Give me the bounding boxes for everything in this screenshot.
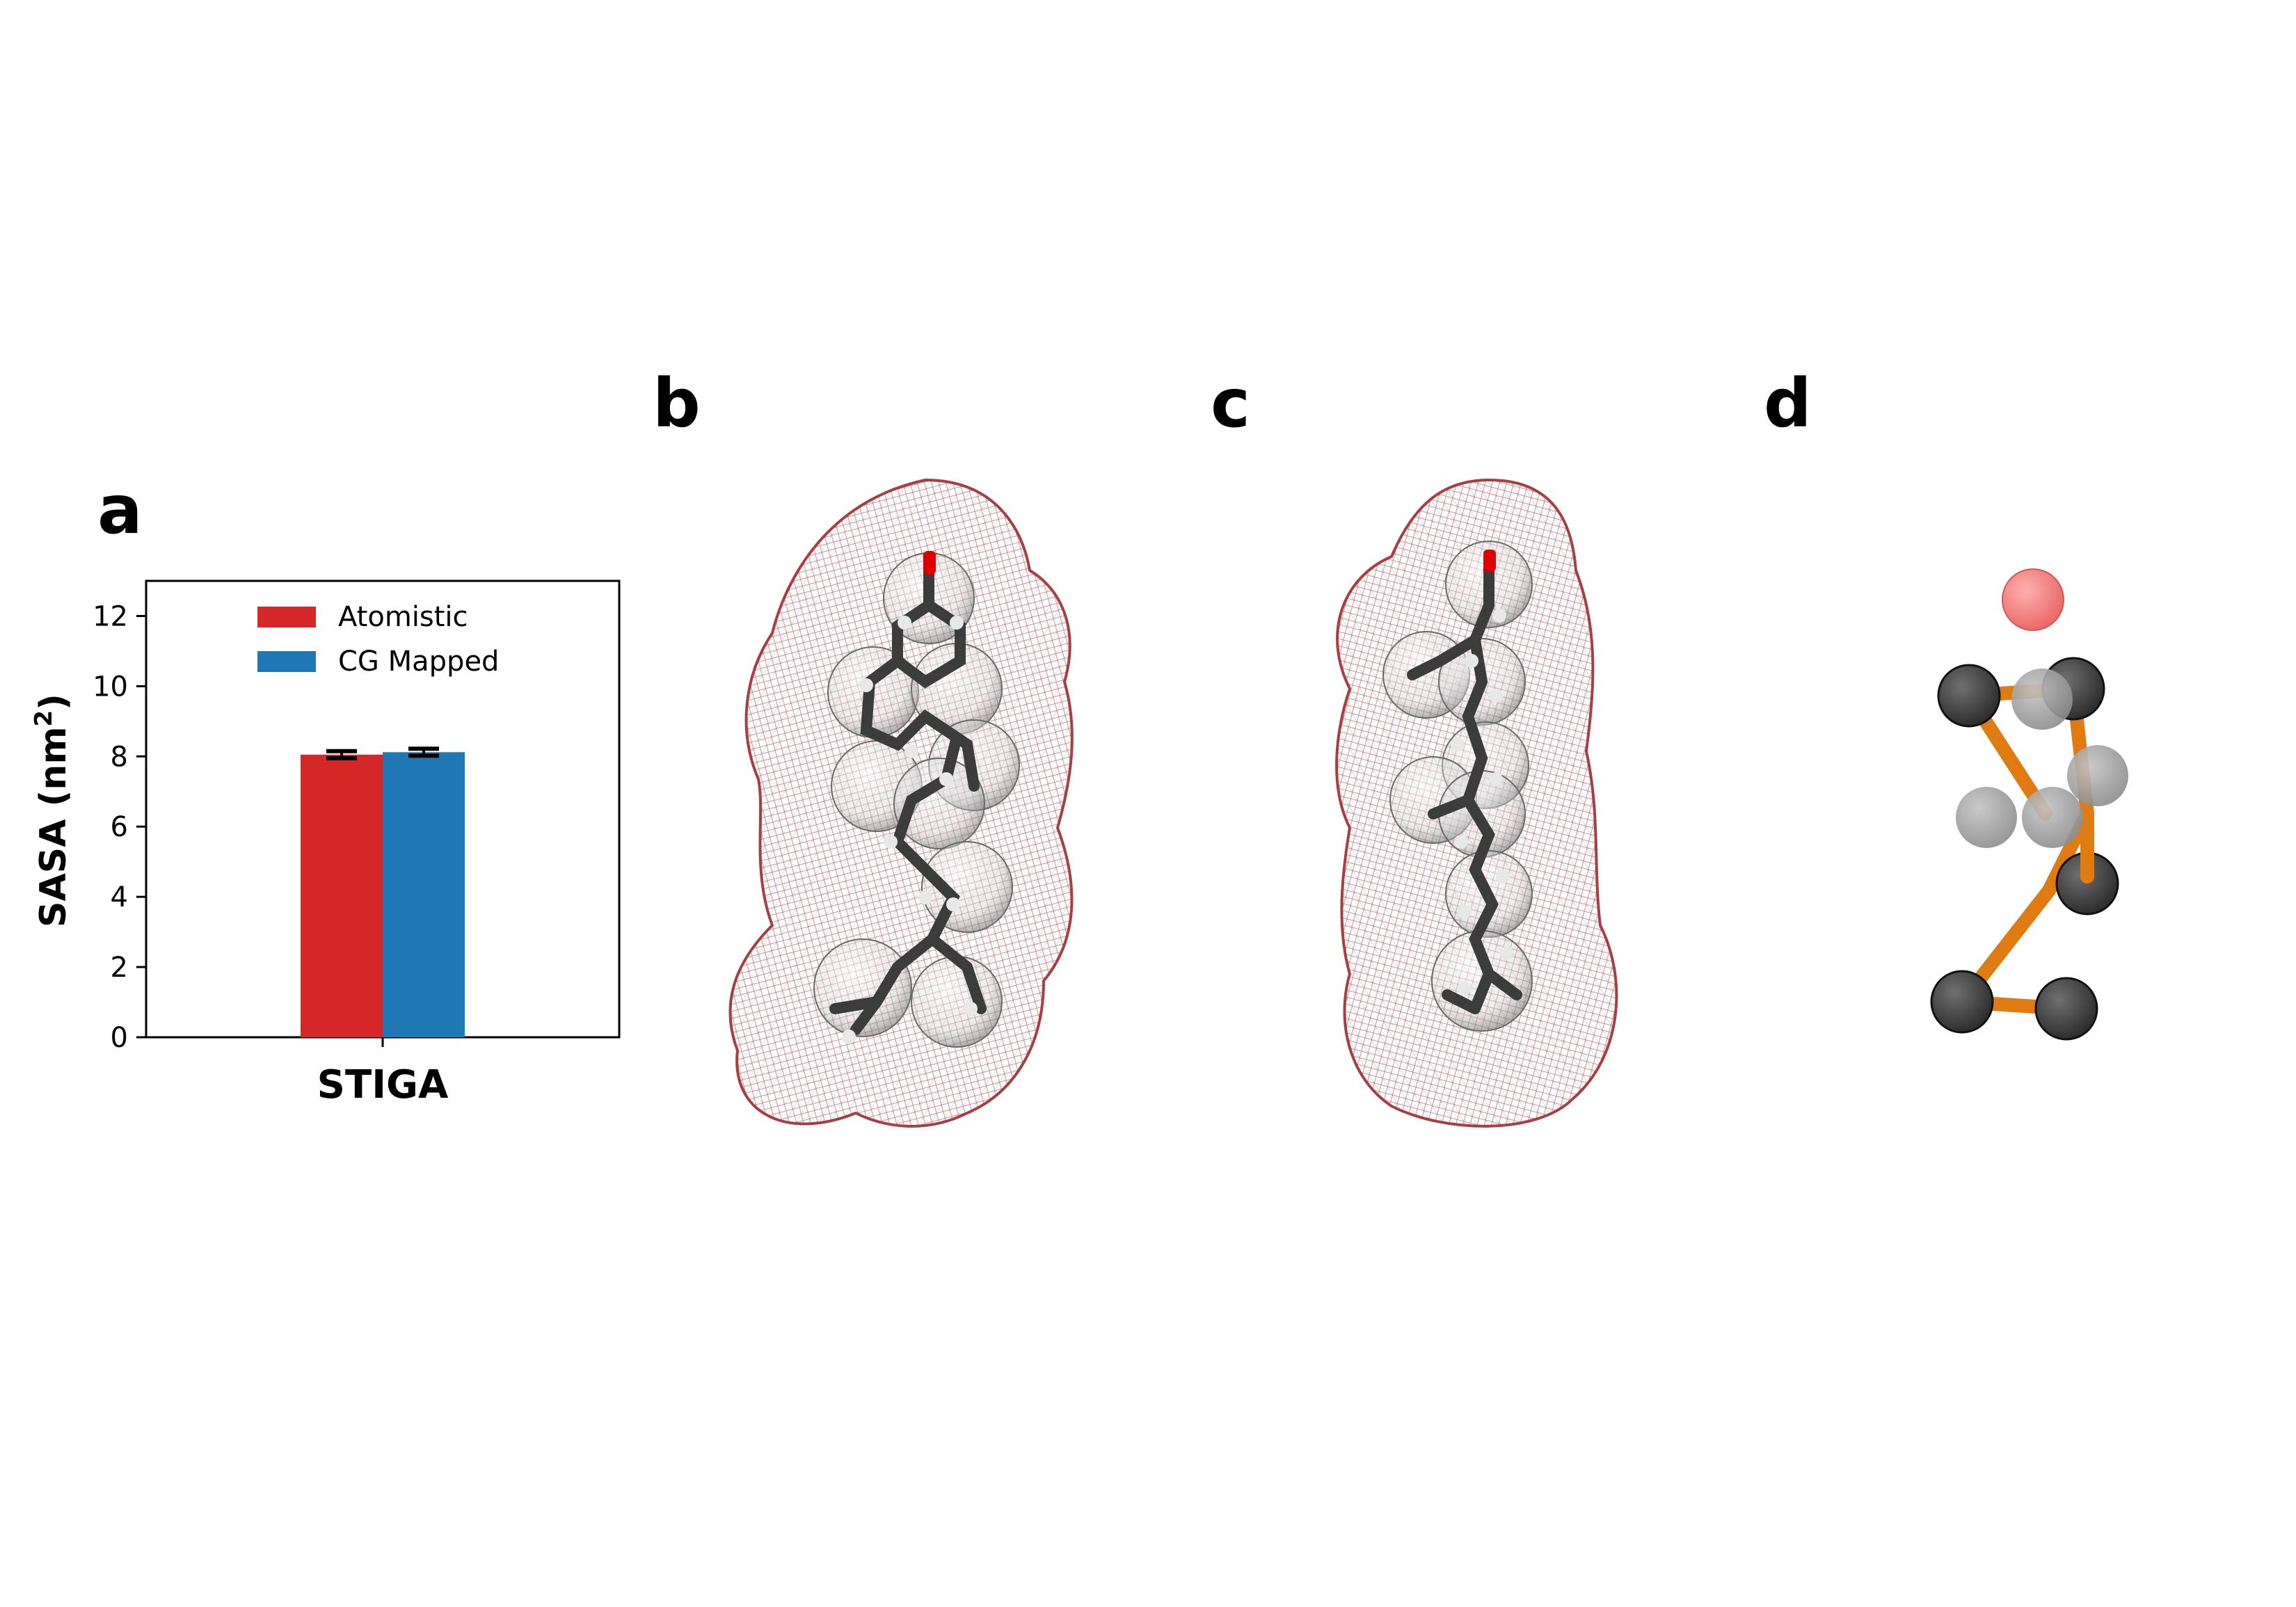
bead-red	[2002, 568, 2064, 631]
panel-label-a: a	[97, 471, 143, 549]
panel-label-c: c	[1211, 365, 1250, 442]
legend-swatch	[257, 651, 316, 672]
bead	[893, 758, 985, 849]
bar-cg-mapped	[383, 752, 465, 1037]
y-tick-label: 8	[111, 741, 128, 773]
y-tick-label: 2	[111, 952, 128, 984]
bead-light	[2011, 669, 2073, 730]
y-axis-label: SASA (nm2)	[30, 694, 74, 927]
hydrogens-c	[1451, 609, 1513, 995]
legend-label: Atomistic	[338, 601, 468, 633]
panel-label-b: b	[653, 365, 701, 442]
molecule-b-surface	[728, 478, 1074, 1128]
chart-y-ticks: 0 2 4 6 8 10 12	[93, 600, 384, 1054]
bead-dark	[1930, 970, 1994, 1034]
y-tick-label: 12	[93, 600, 128, 632]
oxygen-atom-b	[923, 551, 936, 575]
bead	[911, 956, 1003, 1048]
bar-atomistic	[301, 754, 383, 1037]
cg-bonds-d	[1955, 682, 2094, 1016]
oxygen-atom-c	[1483, 550, 1496, 572]
bond-skeleton-c	[1407, 558, 1522, 1014]
molecule-d-cg-model	[1930, 568, 2128, 1041]
bond-skeleton-b	[829, 561, 987, 1035]
panel-label-d: d	[1764, 365, 1812, 442]
bead-light	[2067, 745, 2128, 806]
y-tick-label: 0	[111, 1022, 128, 1054]
cg-beads-light-d	[1956, 669, 2128, 848]
bead-light	[1956, 787, 2017, 848]
legend-label: CG Mapped	[338, 646, 499, 678]
y-tick-label: 10	[93, 671, 128, 703]
y-tick-label: 4	[111, 881, 128, 913]
y-tick-label: 6	[111, 811, 128, 843]
bead-dark	[1937, 664, 2001, 728]
cg-beads-c	[1382, 541, 1533, 1032]
legend-swatch	[257, 607, 316, 627]
hydrogens-b	[842, 616, 978, 1044]
bead-dark	[2034, 977, 2098, 1041]
molecule-c-surface	[1335, 478, 1618, 1128]
chart-bars	[301, 746, 465, 1037]
chart-legend: Atomistic CG Mapped	[257, 601, 499, 678]
x-category-label: STIGA	[317, 1062, 449, 1108]
bead-light	[2022, 787, 2083, 848]
